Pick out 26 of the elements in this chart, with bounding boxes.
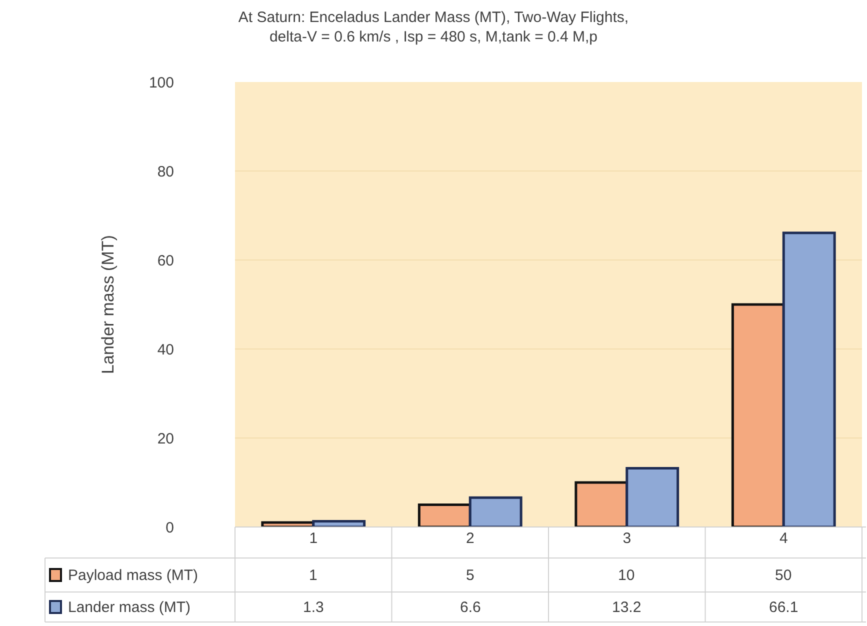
x-tick-label: 2 [466, 530, 474, 547]
x-tick-label: 1 [309, 530, 318, 547]
y-tick-label: 0 [166, 519, 174, 536]
y-tick-label: 40 [157, 341, 174, 358]
bar [312, 520, 366, 527]
y-tick-label: 80 [157, 163, 174, 180]
chart-title: At Saturn: Enceladus Lander Mass (MT), Two-Way Flights, delta-V = 0.6 km/s , Isp = 480 s, M,tank = 0.4 M,p [238, 8, 629, 46]
legend-label: Payload mass (MT) [68, 567, 198, 584]
x-tick-label: 3 [622, 530, 632, 547]
data-label: 5 [466, 567, 474, 584]
legend-label: Lander mass (MT) [68, 599, 191, 616]
data-label: 1.3 [303, 599, 324, 616]
data-label: 13.2 [612, 599, 642, 616]
data-label: 1 [309, 567, 318, 584]
x-tick-label: 4 [779, 530, 788, 547]
y-tick-label: 20 [157, 430, 174, 448]
data-label: 6.6 [460, 599, 481, 616]
y-tick-label: 60 [157, 252, 174, 270]
bar [468, 496, 522, 527]
y-axis-title: Lander mass (MT) [98, 235, 118, 374]
bar [782, 232, 836, 527]
data-label: 10 [618, 567, 635, 584]
bar [626, 467, 680, 527]
data-label: 50 [775, 567, 792, 584]
data-label: 66.1 [769, 599, 798, 616]
y-tick-label: 100 [148, 74, 174, 92]
